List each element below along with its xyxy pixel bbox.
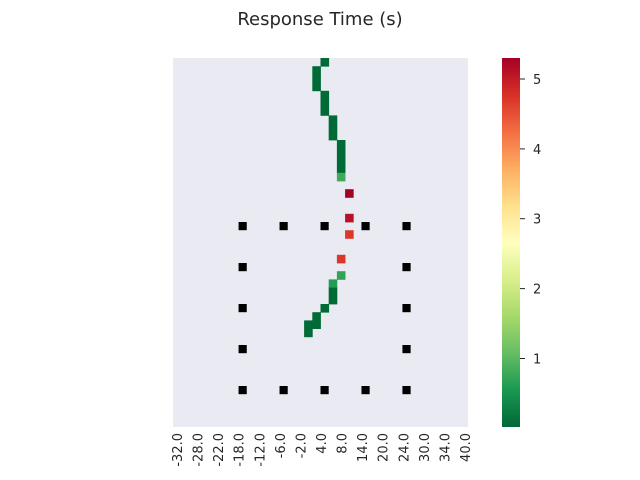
marker-cell	[238, 386, 247, 395]
colorbar-tick-label: 5	[533, 73, 541, 88]
x-tick-label: 34.0	[438, 433, 453, 462]
x-tick-label: 4.0	[315, 433, 330, 454]
heatmap-cell	[320, 107, 330, 116]
colorbar	[502, 58, 520, 427]
chart-title: Response Time (s)	[237, 9, 402, 30]
heatmap-cell	[328, 279, 338, 288]
x-tick-label: 14.0	[356, 433, 371, 462]
marker-cell	[238, 222, 247, 231]
heatmap-markers	[238, 222, 411, 395]
colorbar-tick-label: 1	[533, 353, 541, 368]
marker-cell	[402, 304, 411, 313]
heatmap-cells	[304, 58, 354, 338]
marker-cell	[320, 222, 329, 231]
colorbar-ticks: 1 2 3 4 5	[520, 73, 541, 368]
heatmap-cell	[312, 66, 321, 75]
heatmap-cell	[345, 230, 354, 239]
heatmap-cell	[336, 271, 346, 280]
x-tick-label: 40.0	[459, 433, 474, 462]
x-tick-label: 30.0	[418, 433, 433, 462]
marker-cell	[320, 386, 329, 395]
heatmap-cell	[328, 295, 338, 305]
heatmap-cell	[312, 312, 321, 321]
heatmap-cell	[336, 148, 346, 157]
marker-cell	[238, 304, 247, 313]
heatmap-cell	[328, 287, 338, 297]
heatmap-cell	[345, 189, 354, 198]
heatmap-cell	[336, 172, 346, 182]
marker-cell	[402, 386, 411, 395]
heatmap-cell	[345, 213, 354, 223]
x-axis-ticks: -32.0 -28.0 -22.0 -18.0 -12.0 -6.0 -2.0 4.0 8.0 1…	[171, 433, 474, 467]
marker-cell	[238, 345, 247, 354]
x-tick-label: -6.0	[274, 433, 289, 458]
heatmap-cell	[312, 82, 321, 92]
marker-cell	[402, 263, 411, 272]
x-tick-label: -2.0	[294, 433, 309, 458]
heatmap-cell	[336, 164, 346, 174]
colorbar-tick-label: 3	[533, 213, 541, 228]
heatmap-cell	[320, 90, 330, 100]
marker-cell	[238, 263, 247, 272]
x-tick-label: -22.0	[212, 433, 227, 467]
marker-cell	[402, 345, 411, 354]
heatmap-cell	[304, 328, 313, 338]
x-tick-label: 24.0	[397, 433, 412, 462]
heatmap-cell	[312, 320, 321, 329]
heatmap-cell	[336, 156, 346, 165]
heatmap-cell	[328, 131, 338, 141]
heatmap-cell	[320, 99, 330, 108]
x-tick-label: -18.0	[233, 433, 248, 467]
heatmap-cell	[336, 140, 346, 149]
marker-cell	[361, 222, 370, 231]
heatmap-cell	[328, 123, 338, 133]
plot-area	[173, 58, 468, 427]
heatmap-cell	[336, 254, 346, 264]
marker-cell	[279, 386, 288, 395]
x-tick-label: 20.0	[377, 433, 392, 462]
colorbar-tick-label: 2	[533, 283, 541, 298]
x-tick-label: 8.0	[336, 433, 351, 454]
marker-cell	[279, 222, 288, 231]
x-tick-label: -28.0	[192, 433, 207, 467]
heatmap-cell	[320, 304, 330, 313]
heatmap-cell	[304, 320, 313, 329]
heatmap-cell	[320, 58, 330, 67]
heatmap-cell	[328, 115, 338, 124]
marker-cell	[402, 222, 411, 231]
heatmap-cell	[312, 74, 321, 83]
marker-cell	[361, 386, 370, 395]
x-tick-label: -12.0	[253, 433, 268, 467]
colorbar-tick-label: 4	[533, 143, 541, 158]
x-tick-label: -32.0	[171, 433, 186, 467]
